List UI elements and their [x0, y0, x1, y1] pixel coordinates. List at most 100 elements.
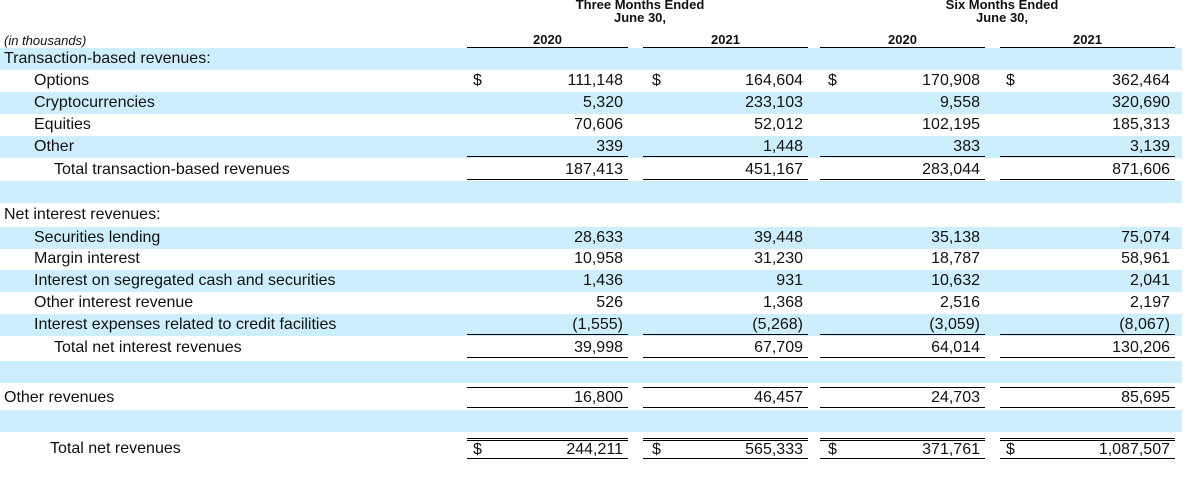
value-cell: 320,690 — [1000, 92, 1175, 113]
value-cell: 39,448 — [643, 227, 808, 248]
value-cell: $362,464 — [1000, 70, 1175, 91]
value: 170,908 — [922, 72, 980, 89]
value: 185,313 — [1112, 116, 1170, 133]
value: 871,606 — [1112, 161, 1170, 178]
value: 31,230 — [754, 250, 803, 267]
value: 58,961 — [1121, 250, 1170, 267]
year-header: 2021 — [1000, 32, 1175, 48]
row-label: Other revenues — [4, 389, 115, 406]
value: 16,800 — [574, 389, 623, 406]
row-label: Equities — [34, 116, 91, 133]
value: 102,195 — [922, 116, 980, 133]
value-cell: 931 — [643, 270, 808, 291]
value-cell: 39,998 — [467, 337, 628, 358]
value-cell: 185,313 — [1000, 114, 1175, 135]
group-subtitle: June 30, — [613, 10, 667, 25]
blank-row — [0, 361, 1182, 383]
value-cell: 1,448 — [643, 136, 808, 157]
value: 1,436 — [582, 272, 623, 289]
value: 64,014 — [931, 339, 980, 356]
row-label: Total transaction-based revenues — [54, 161, 290, 178]
value-cell: $170,908 — [820, 70, 985, 91]
value-cell: 9,558 — [820, 92, 985, 113]
currency-symbol: $ — [652, 72, 661, 89]
value: 67,709 — [754, 339, 803, 356]
value-cell: 233,103 — [643, 92, 808, 113]
currency-symbol: $ — [828, 72, 837, 89]
value-cell: 64,014 — [820, 337, 985, 358]
value: 35,138 — [931, 229, 980, 246]
value: (1,555) — [572, 316, 623, 333]
value: 130,206 — [1112, 339, 1170, 356]
value-cell: 102,195 — [820, 114, 985, 135]
value: 39,448 — [754, 229, 803, 246]
value-cell: 16,800 — [467, 387, 628, 408]
table-row: Total net revenues $244,211 $565,333 $371,7… — [0, 438, 1182, 460]
value-cell: $1,087,507 — [1000, 438, 1175, 459]
row-label: Interest on segregated cash and securiti… — [34, 272, 336, 289]
value-cell: 187,413 — [467, 159, 628, 180]
year-header: 2020 — [820, 32, 985, 48]
value: 233,103 — [745, 94, 803, 111]
value: 187,413 — [565, 161, 623, 178]
value: 1,448 — [762, 138, 803, 155]
value-cell: $164,604 — [643, 70, 808, 91]
value-cell: $244,211 — [467, 438, 628, 459]
value-cell: 1,368 — [643, 292, 808, 313]
value: 371,761 — [922, 441, 980, 458]
row-label: Net interest revenues: — [4, 206, 161, 223]
value: 70,606 — [574, 116, 623, 133]
row-label: Cryptocurrencies — [34, 94, 155, 111]
value-cell: 339 — [467, 136, 628, 157]
value-cell: 10,958 — [467, 248, 628, 269]
value: 565,333 — [745, 441, 803, 458]
value: 931 — [776, 272, 803, 289]
blank-row — [0, 181, 1182, 203]
value: 18,787 — [931, 250, 980, 267]
table-row: Other 339 1,448 383 3,139 — [0, 136, 1182, 158]
table-row: Securities lending 28,633 39,448 35,138 75,0… — [0, 227, 1182, 249]
value: 526 — [596, 294, 623, 311]
value: 85,695 — [1121, 389, 1170, 406]
value: 5,320 — [582, 94, 623, 111]
value: 3,139 — [1129, 138, 1170, 155]
value-cell: 130,206 — [1000, 337, 1175, 358]
value-cell: 46,457 — [643, 387, 808, 408]
value: 339 — [596, 138, 623, 155]
row-label: Total net revenues — [50, 440, 181, 457]
table-row: Transaction-based revenues: — [0, 48, 1182, 70]
value: 111,148 — [567, 72, 623, 89]
table-row: Other revenues 16,800 46,457 24,703 85,695 — [0, 387, 1182, 409]
row-label: Other — [34, 138, 75, 155]
blank-row — [0, 410, 1182, 432]
row-label: Securities lending — [34, 229, 161, 246]
value-cell: 67,709 — [643, 337, 808, 358]
table-row: Cryptocurrencies 5,320 233,103 9,558 320,690 — [0, 92, 1182, 114]
row-label: Transaction-based revenues: — [4, 50, 211, 67]
value: 2,516 — [939, 294, 980, 311]
value: 383 — [953, 138, 980, 155]
value-cell: 526 — [467, 292, 628, 313]
group-title: Six Months Ended — [945, 0, 1059, 12]
value: 39,998 — [574, 339, 623, 356]
value: 9,558 — [939, 94, 980, 111]
value-cell: 2,197 — [1000, 292, 1175, 313]
value-cell: 283,044 — [820, 159, 985, 180]
value: 1,368 — [762, 294, 803, 311]
value: 75,074 — [1121, 229, 1170, 246]
value-cell: 85,695 — [1000, 387, 1175, 408]
group-title: Three Months Ended — [575, 0, 705, 12]
value-cell: $371,761 — [820, 438, 985, 459]
value-cell: (3,059) — [820, 314, 985, 335]
row-label: Total net interest revenues — [54, 339, 242, 356]
value-cell: 5,320 — [467, 92, 628, 113]
group-subtitle: June 30, — [975, 10, 1029, 25]
value: 283,044 — [922, 161, 980, 178]
value-cell: 24,703 — [820, 387, 985, 408]
units-note: (in thousands) — [4, 33, 87, 48]
value-cell: 10,632 — [820, 270, 985, 291]
table-row: Other interest revenue 526 1,368 2,516 2,197 — [0, 292, 1182, 314]
row-label: Interest expenses related to credit faci… — [34, 316, 337, 333]
value-cell: 52,012 — [643, 114, 808, 135]
